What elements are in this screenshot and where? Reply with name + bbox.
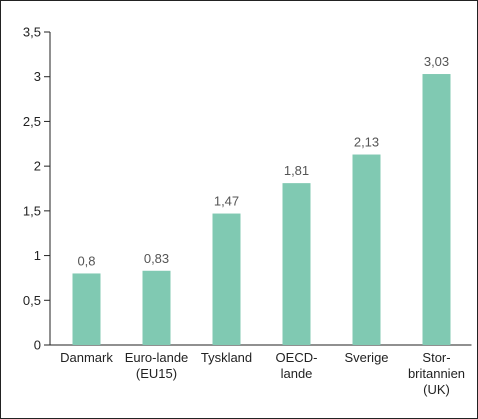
data-label: 3,03 <box>424 54 449 69</box>
category-label: (EU15) <box>136 366 177 381</box>
data-label: 1,81 <box>284 163 309 178</box>
category-label: (UK) <box>423 382 450 397</box>
category-label: Danmark <box>60 350 113 365</box>
y-tick-label: 3,5 <box>23 25 41 40</box>
y-tick-label: 1,5 <box>23 203 41 218</box>
data-label: 0,8 <box>77 253 95 268</box>
bar <box>212 213 241 345</box>
y-tick-label: 3 <box>34 69 41 84</box>
bar <box>282 183 311 345</box>
data-label: 0,83 <box>144 251 169 266</box>
category-label: Tyskland <box>201 350 252 365</box>
category-label: OECD- <box>276 350 318 365</box>
category-label: Sverige <box>344 350 388 365</box>
y-tick-label: 0 <box>34 338 41 353</box>
category-label: Euro-lande <box>125 350 189 365</box>
bar <box>72 273 101 345</box>
data-label: 1,47 <box>214 194 239 209</box>
bar <box>142 270 171 345</box>
y-tick-label: 2 <box>34 159 41 174</box>
y-tick-label: 1 <box>34 248 41 263</box>
data-label: 2,13 <box>354 135 379 150</box>
category-label: Stor- <box>422 350 450 365</box>
category-label: lande <box>281 366 313 381</box>
y-tick-label: 0,5 <box>23 293 41 308</box>
y-tick-label: 2,5 <box>23 114 41 129</box>
bar <box>352 154 381 345</box>
bar <box>422 74 451 345</box>
category-label: britannien <box>408 366 465 381</box>
